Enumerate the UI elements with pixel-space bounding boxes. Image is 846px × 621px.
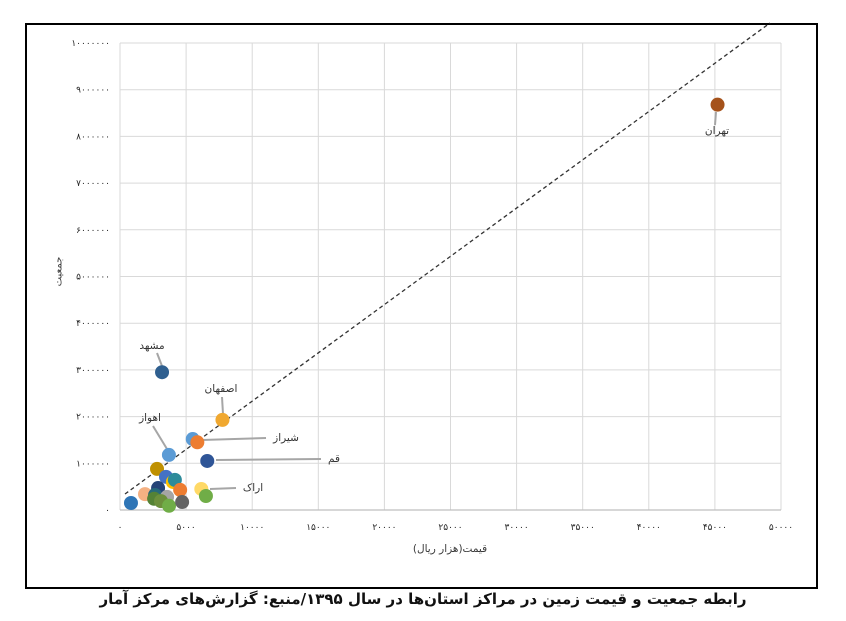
trendline-dashed — [124, 22, 771, 495]
leader-line-arak — [209, 487, 237, 490]
x-tick-label: ۳۰۰۰۰ — [505, 523, 529, 533]
y-tick-label: ۱۰۰۰۰۰۰ — [76, 459, 110, 469]
y-tick-label: ۲۰۰۰۰۰۰ — [76, 413, 110, 423]
leader-line-qom — [215, 458, 322, 461]
y-tick-label: ۹۰۰۰۰۰۰ — [76, 86, 110, 96]
x-tick-label: ۵۰۰۰ — [176, 523, 195, 533]
data-point-point-dark-gray — [175, 495, 190, 510]
x-tick-label: ۵۰۰۰۰ — [769, 523, 793, 533]
point-label-ahvaz: اهواز — [138, 412, 161, 424]
data-point-point-dark-gold — [150, 461, 165, 476]
x-tick-label: ۰ — [118, 523, 123, 533]
leader-line-tehran — [714, 111, 717, 126]
y-tick-label: ۳۰۰۰۰۰۰ — [76, 366, 110, 376]
data-point-mashhad — [155, 365, 170, 380]
data-point-point-orange — [173, 482, 188, 497]
data-point-qom — [200, 453, 215, 468]
leader-line-esfahan — [221, 396, 224, 415]
x-tick-label: ۲۰۰۰۰ — [372, 523, 396, 533]
y-tick-label: ۰ — [105, 506, 110, 516]
data-point-point-orange-behind-shiraz — [190, 435, 205, 450]
data-point-ahvaz — [161, 447, 176, 462]
x-tick-label: ۳۵۰۰۰ — [571, 523, 595, 533]
y-tick-label: ۱۰۰۰۰۰۰۰ — [71, 39, 110, 49]
y-axis-title: جمعیت — [53, 256, 65, 287]
point-label-mashhad: مشهد — [139, 340, 164, 352]
point-label-shiraz: شیراز — [272, 432, 299, 444]
point-label-arak: اراک — [243, 482, 263, 494]
x-tick-label: ۱۵۰۰۰ — [306, 523, 330, 533]
y-tick-label: ۷۰۰۰۰۰۰ — [76, 179, 110, 189]
x-tick-label: ۲۵۰۰۰ — [438, 523, 462, 533]
y-tick-label: ۸۰۰۰۰۰۰ — [76, 132, 110, 142]
data-point-esfahan — [215, 412, 230, 427]
leader-line-shiraz — [201, 437, 267, 441]
point-label-esfahan: اصفهان — [205, 383, 238, 395]
y-tick-label: ۶۰۰۰۰۰۰ — [76, 226, 110, 236]
point-label-qom: قم — [328, 453, 340, 465]
x-tick-label: ۴۰۰۰۰ — [637, 523, 661, 533]
y-tick-label: ۵۰۰۰۰۰۰ — [76, 273, 110, 283]
leader-line-mashhad — [156, 352, 163, 367]
point-label-tehran: تهران — [705, 125, 729, 137]
x-axis-title: قیمت(هزار ریال) — [412, 543, 488, 555]
x-tick-label: ۴۵۰۰۰ — [703, 523, 727, 533]
data-point-point-green — [162, 498, 177, 513]
y-tick-label: ۴۰۰۰۰۰۰ — [76, 319, 110, 329]
chart-caption: رابطه جمعیت و قیمت زمین در مراکز استان‌ه… — [99, 590, 747, 608]
data-point-point-green-right — [198, 488, 213, 503]
x-tick-label: ۱۰۰۰۰ — [240, 523, 264, 533]
data-point-tehran — [710, 97, 725, 112]
leader-line-ahvaz — [152, 425, 168, 450]
data-point-point-bright-blue — [123, 495, 138, 510]
